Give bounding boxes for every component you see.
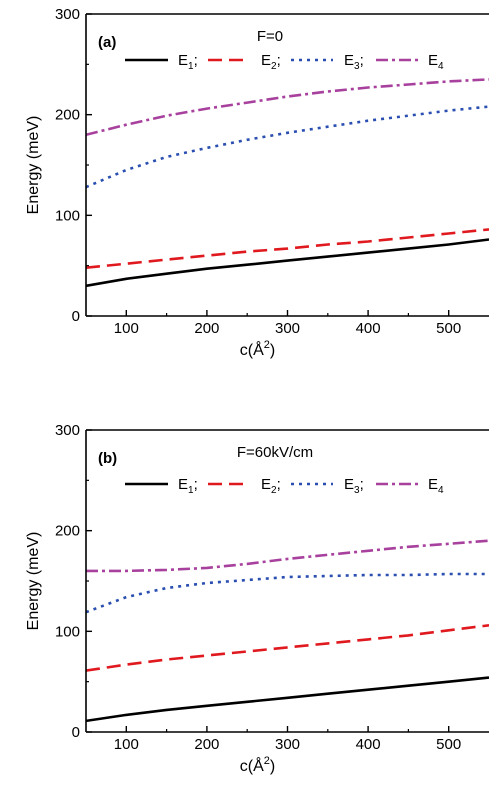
x-tick-label: 500 (436, 736, 461, 753)
series-line-e3 (86, 105, 489, 189)
legend-name: E (178, 476, 188, 493)
legend-entry-e3: E3; (344, 476, 364, 496)
legend-sub: 1 (188, 61, 194, 72)
x-tick-label: 400 (356, 320, 381, 337)
x-tick-label: 500 (436, 320, 461, 337)
panel-label: (b) (98, 450, 117, 467)
y-tick-label: 100 (55, 623, 80, 640)
x-tick-label: 300 (275, 320, 300, 337)
legend-entry-e3: E3; (344, 52, 364, 72)
series-line-e4 (86, 78, 489, 137)
legend-sep: ; (277, 52, 281, 69)
x-tick-label: 100 (114, 320, 139, 337)
panel-label: (a) (98, 34, 116, 51)
y-tick-label: 100 (55, 207, 80, 224)
legend-sub: 2 (271, 485, 277, 496)
y-tick-label: 0 (72, 308, 80, 325)
x-axis-label-close: ) (270, 342, 275, 359)
series-line-e2 (86, 228, 489, 269)
legend-sub: 3 (354, 61, 360, 72)
y-tick-label: 0 (72, 724, 80, 741)
legend-entry-e2: E2; (261, 52, 281, 72)
legend-entry-e1: E1; (178, 52, 198, 72)
legend-sub: 1 (188, 485, 194, 496)
x-axis-label-sup: 2 (264, 339, 270, 351)
y-tick-label: 200 (55, 523, 80, 540)
legend-name: E (428, 476, 438, 493)
y-axis-label: Energy (meV) (25, 532, 42, 631)
legend-sub: 4 (438, 61, 444, 72)
legend-sep: ; (194, 52, 198, 69)
legend-sep: ; (194, 476, 198, 493)
y-tick-label: 300 (55, 6, 80, 23)
x-tick-label: 200 (194, 320, 219, 337)
series-line-e3 (86, 572, 489, 614)
x-tick-label: 100 (114, 736, 139, 753)
series-line-e1 (86, 238, 489, 288)
field-label: F=60kV/cm (237, 444, 313, 461)
legend-sep: ; (360, 476, 364, 493)
x-axis-label: c(Å2) (240, 755, 275, 775)
legend-name: E (261, 476, 271, 493)
legend-entry-e1: E1; (178, 476, 198, 496)
legend-sub: 4 (438, 485, 444, 496)
series-line-e4 (86, 539, 489, 573)
series-line-e1 (86, 676, 489, 723)
y-axis-label: Energy (meV) (25, 116, 42, 215)
x-axis-label: c(Å2) (240, 339, 275, 359)
x-tick-label: 400 (356, 736, 381, 753)
y-tick-label: 300 (55, 422, 80, 439)
y-tick-label: 200 (55, 107, 80, 124)
legend-sub: 2 (271, 61, 277, 72)
x-axis-label-main: c(Å (240, 756, 264, 775)
legend-name: E (344, 476, 354, 493)
x-tick-label: 300 (275, 736, 300, 753)
x-axis-label-close: ) (270, 758, 275, 775)
legend-name: E (344, 52, 354, 69)
legend-entry-e2: E2; (261, 476, 281, 496)
legend-name: E (178, 52, 188, 69)
legend-sep: ; (360, 52, 364, 69)
field-label: F=0 (257, 28, 283, 45)
legend-entry-e4: E4 (428, 476, 444, 496)
legend-name: E (428, 52, 438, 69)
x-tick-label: 200 (194, 736, 219, 753)
series-line-e2 (86, 624, 489, 672)
legend-name: E (261, 52, 271, 69)
legend-sep: ; (277, 476, 281, 493)
legend-entry-e4: E4 (428, 52, 444, 72)
legend-sub: 3 (354, 485, 360, 496)
x-axis-label-main: c(Å (240, 340, 264, 359)
x-axis-label-sup: 2 (264, 755, 270, 767)
